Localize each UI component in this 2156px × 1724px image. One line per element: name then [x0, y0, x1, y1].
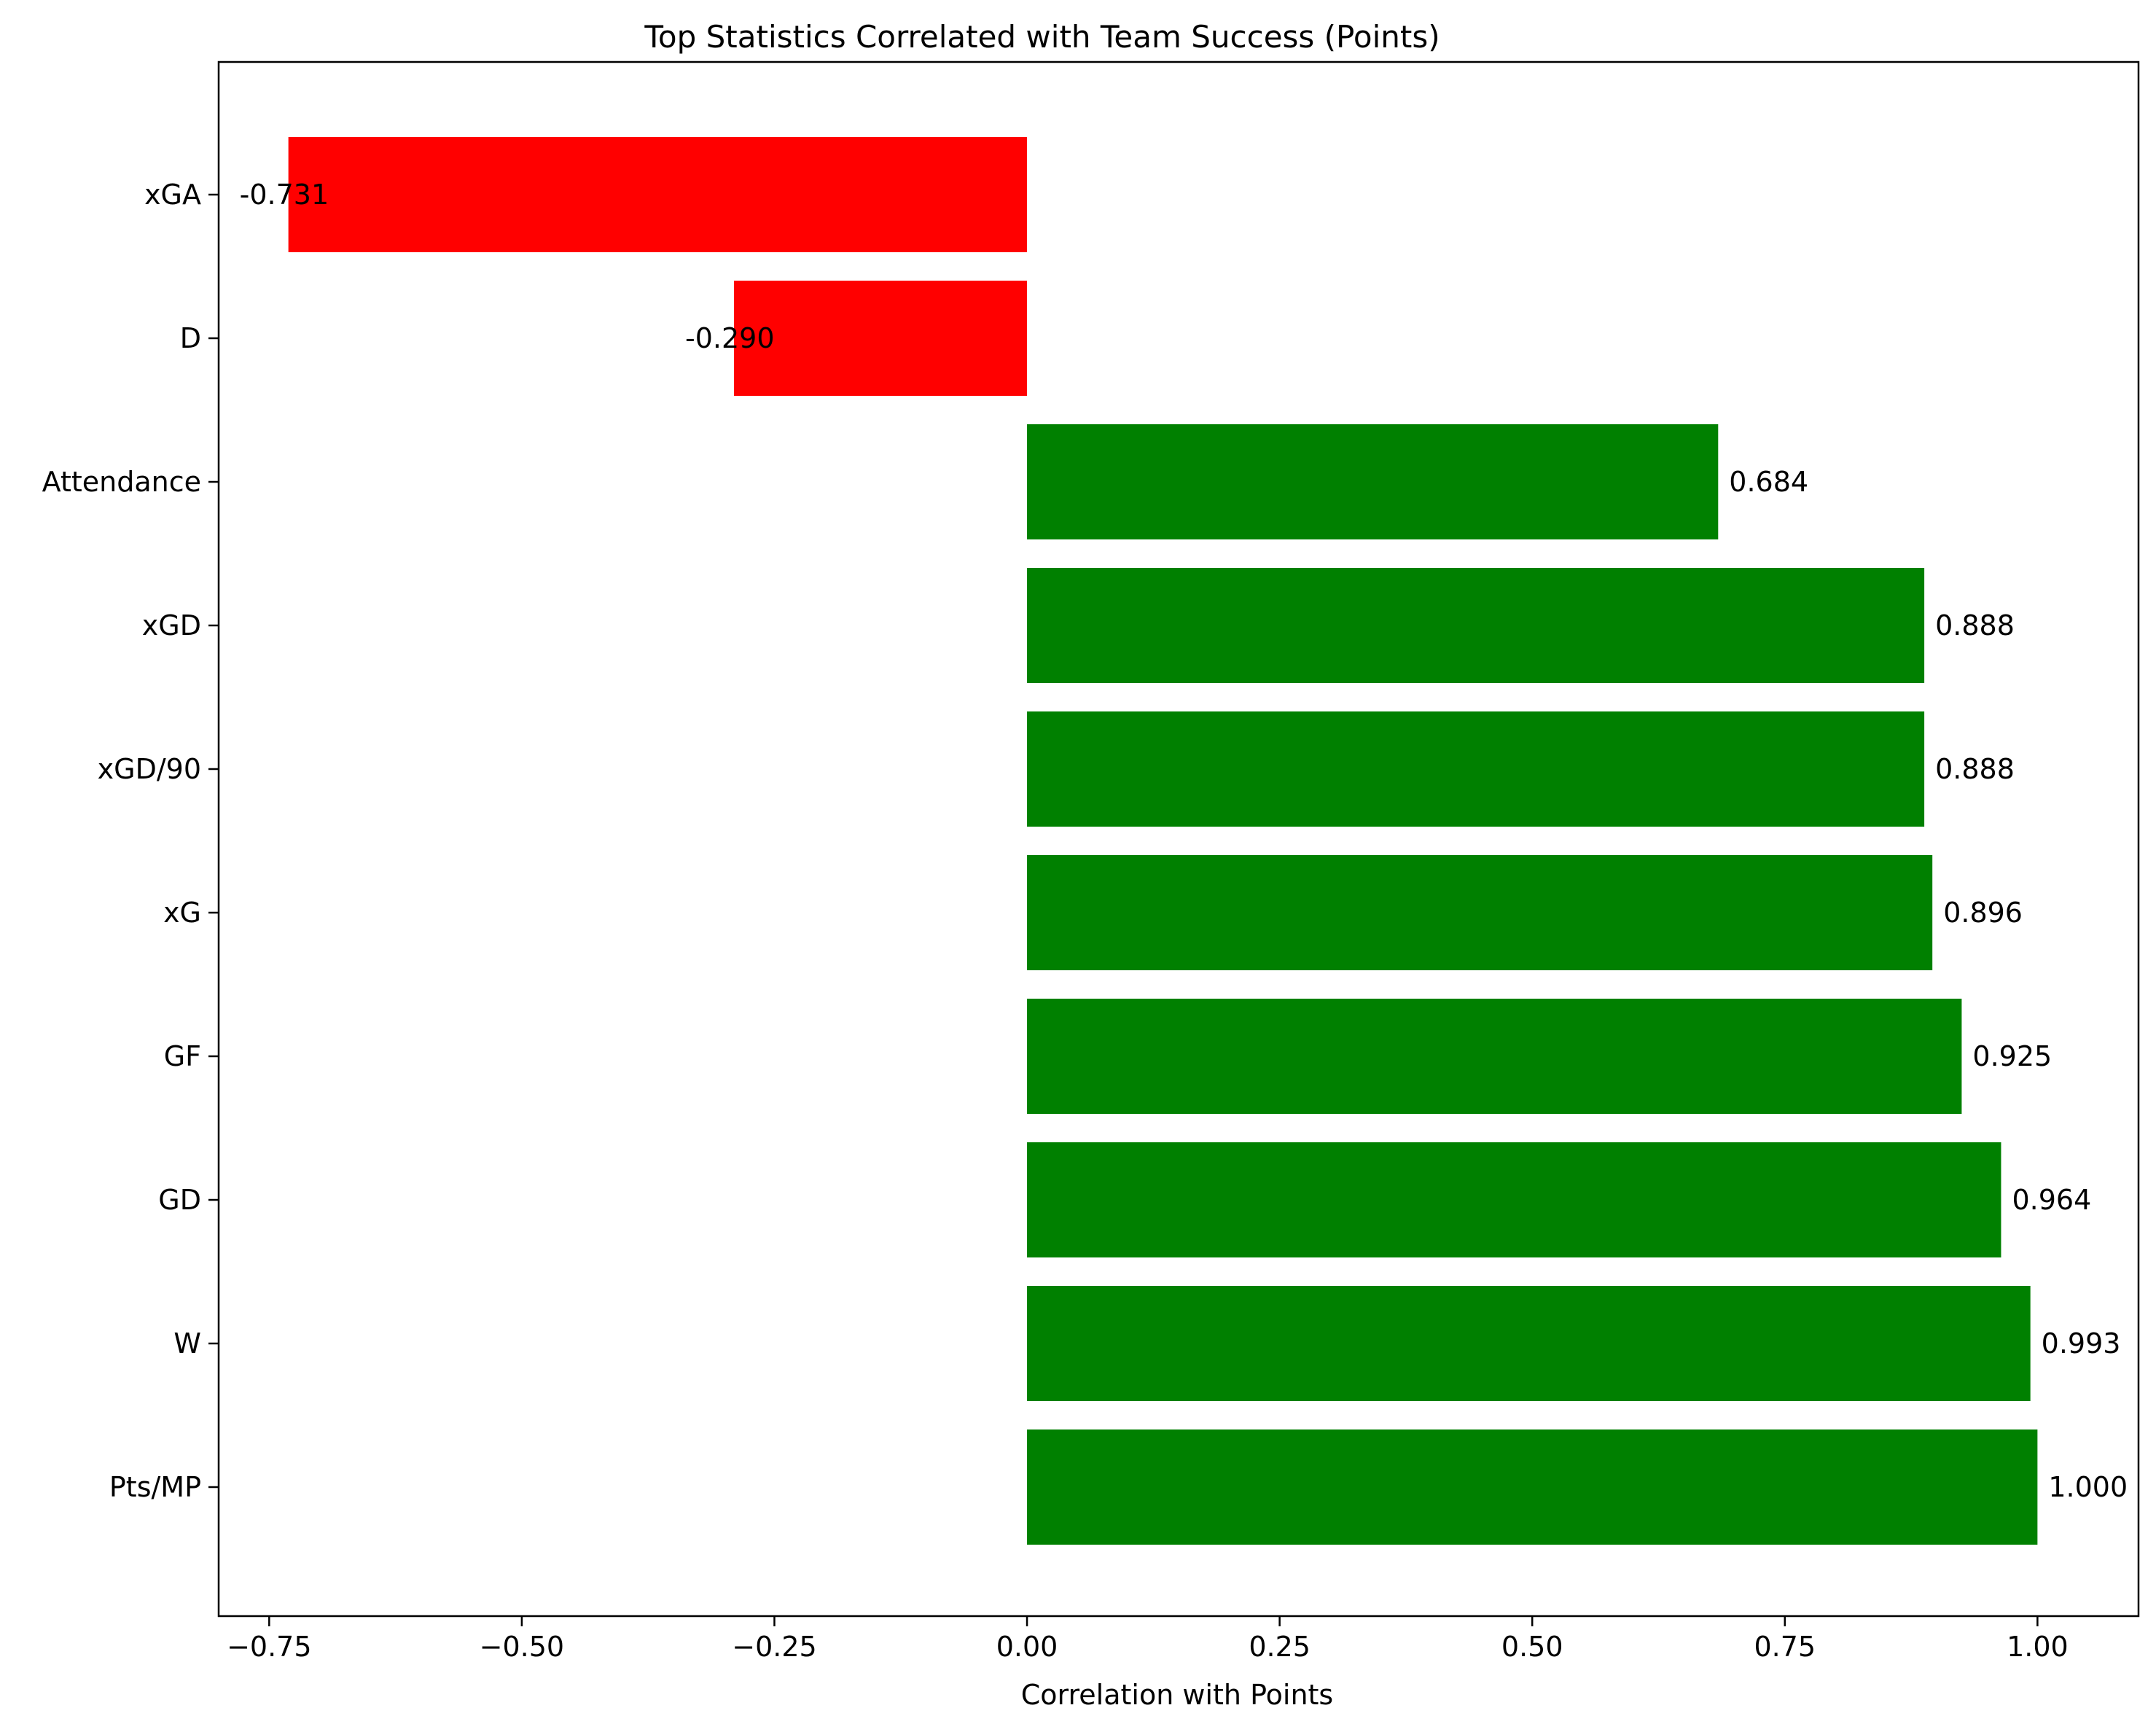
x-tick-label: 0.50	[1501, 1631, 1563, 1663]
y-tick-label-gf: GF	[164, 1040, 201, 1072]
bar-xgd	[1027, 568, 1925, 683]
value-label-pts-mp: 1.000	[2048, 1471, 2128, 1503]
value-label-w: 0.993	[2042, 1327, 2121, 1360]
x-tick-label: 0.75	[1754, 1631, 1816, 1663]
value-labels: -0.731 -0.290 0.684 0.888 0.888 0.896 0.925 0.9…	[240, 179, 2128, 1503]
x-tick-label: 0.00	[996, 1631, 1058, 1663]
bar-xg	[1027, 855, 1933, 970]
value-label-d: -0.290	[685, 322, 774, 354]
value-label-gd: 0.964	[2012, 1184, 2091, 1216]
x-tick-label: 0.25	[1249, 1631, 1311, 1663]
y-tick-label-pts-mp: Pts/MP	[109, 1471, 201, 1503]
x-tick-label: 1.00	[2007, 1631, 2069, 1663]
y-tick-label-xg: xG	[163, 897, 201, 929]
plot-frame	[217, 61, 2140, 1618]
value-label-gf: 0.925	[1972, 1040, 2052, 1072]
bar-pts-mp	[1027, 1429, 2038, 1545]
x-tick-label: −0.25	[732, 1631, 816, 1663]
x-axis-label: Correlation with Points	[1021, 1679, 1333, 1711]
y-axis: xGA D Attendance xGD xGD/90 xG GF GD W Pts/MP	[42, 179, 219, 1503]
bar-gf	[1027, 999, 1962, 1114]
y-tick-label-w: W	[173, 1327, 201, 1360]
y-tick-label-xgd: xGD	[142, 609, 201, 641]
bar-xgd-90	[1027, 711, 1925, 827]
bars-layer	[288, 137, 2038, 1545]
bar-d	[734, 281, 1028, 396]
bar-w	[1027, 1286, 2031, 1401]
x-tick-label: −0.75	[227, 1631, 311, 1663]
bar-xga	[288, 137, 1028, 252]
y-tick-label-xgd-90: xGD/90	[98, 753, 201, 785]
chart-title: Top Statistics Correlated with Team Succ…	[644, 19, 1440, 55]
x-tick-label: −0.50	[480, 1631, 564, 1663]
value-label-attendance: 0.684	[1729, 466, 1808, 498]
value-label-xgd: 0.888	[1935, 609, 2015, 641]
x-axis: −0.75 −0.50 −0.25 0.00 0.25 0.50 0.75 1.00	[227, 1616, 2069, 1663]
bar-attendance	[1027, 424, 1719, 539]
y-tick-label-gd: GD	[158, 1184, 201, 1216]
bar-gd	[1027, 1142, 2001, 1257]
y-tick-label-d: D	[180, 322, 201, 354]
value-label-xg: 0.896	[1943, 897, 2023, 929]
value-label-xgd-90: 0.888	[1935, 753, 2015, 785]
y-tick-label-attendance: Attendance	[42, 466, 201, 498]
y-tick-label-xga: xGA	[144, 179, 201, 211]
value-label-xga: -0.731	[240, 179, 329, 211]
